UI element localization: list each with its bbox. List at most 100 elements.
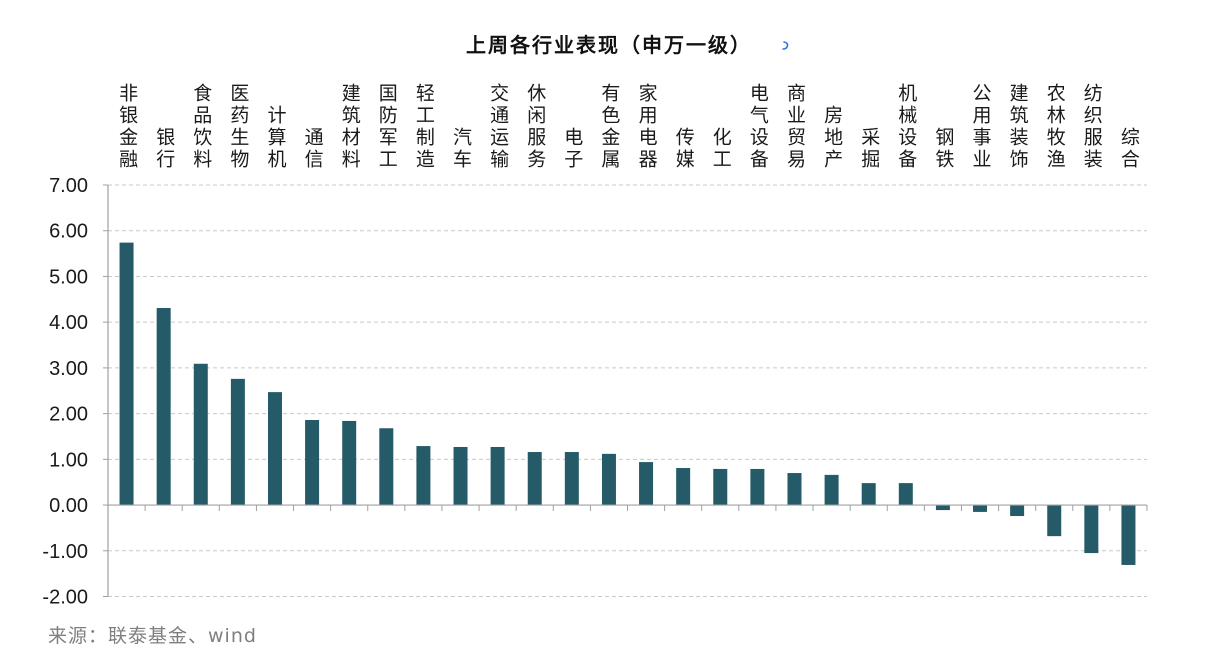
category-label-slot: 非银金融 [114,70,140,171]
y-tick-label: 3.00 [49,358,88,380]
category-label-slot: 建筑材料 [336,70,362,171]
bar [193,363,208,506]
bar [564,452,579,506]
category-label-slot: 通信 [299,70,325,171]
bar [453,446,468,506]
y-tick-label: 1.00 [49,449,88,471]
category-label: 商业贸易 [784,83,806,171]
category-label-slot: 医药生物 [225,70,251,171]
bar [1121,505,1136,565]
bar [750,468,765,506]
bar [342,420,357,506]
y-tick-label: 7.00 [49,175,88,197]
category-label: 轻工制造 [412,83,435,171]
category-label-slot: 化工 [707,70,733,171]
bar [973,505,988,512]
bar [861,483,876,506]
category-label: 纺织服装 [1080,83,1103,171]
blue-mark-icon [781,36,791,50]
bar [1047,505,1062,537]
y-tick-label: 6.00 [49,221,88,243]
bar [898,483,913,506]
category-label-slot: 食品饮料 [188,70,214,171]
bar [1010,505,1025,517]
bar [119,242,134,506]
category-label: 钢铁 [932,127,955,171]
source-note: 来源：联泰基金、wind [48,625,257,647]
category-label-slot: 钢铁 [930,70,956,171]
y-tick-label: -2.00 [42,587,88,609]
category-label: 采掘 [858,127,881,171]
category-label: 农林牧渔 [1043,83,1066,171]
bar [379,428,394,506]
category-label-slot: 传媒 [670,70,696,171]
y-tick-label: 2.00 [49,404,88,426]
category-label-slot: 有色金属 [596,70,622,171]
category-label: 综合 [1117,127,1140,171]
bar [416,446,431,506]
category-label-slot: 房地产 [819,70,845,171]
category-label: 医药生物 [227,83,250,171]
category-label-slot: 建筑装饰 [1004,70,1030,171]
category-label: 家用电器 [635,83,658,171]
category-label-slot: 商业贸易 [782,70,808,171]
category-label: 化工 [709,127,732,171]
category-labels: 非银金融 银行 食品饮料 医药生物 计算机 通信 建筑材料 国防军工 轻工制造 汽车 交通运输 休闲服… [0,0,1222,180]
bar [156,307,171,506]
category-label: 电气设备 [746,83,769,171]
bar [676,468,691,506]
category-label: 非银金融 [116,83,139,171]
chart-title: 上周各行业表现（申万一级） [466,33,752,57]
bar [267,392,282,506]
bar [824,474,839,506]
category-label-slot: 公用事业 [967,70,993,171]
category-label-slot: 银行 [151,70,177,171]
y-tick-label: 5.00 [49,266,88,288]
category-label-slot: 农林牧渔 [1041,70,1067,171]
category-label-slot: 综合 [1115,70,1141,171]
bar [490,446,505,506]
category-label-slot: 汽车 [448,70,474,171]
y-tick-label: 0.00 [49,495,88,517]
category-label-slot: 家用电器 [633,70,659,171]
category-label-slot: 国防军工 [373,70,399,171]
category-label: 建筑装饰 [1006,83,1029,171]
category-label: 房地产 [821,105,844,171]
category-label-slot: 机械设备 [893,70,919,171]
category-label: 公用事业 [969,83,992,171]
bar [601,453,616,506]
bar [1084,505,1099,554]
category-label-slot: 电气设备 [744,70,770,171]
category-label-slot: 采掘 [856,70,882,171]
bar [230,378,245,506]
category-label: 传媒 [672,127,695,171]
category-label: 交通运输 [487,83,510,171]
category-label: 汽车 [450,127,472,171]
category-label: 机械设备 [895,83,918,171]
y-tick-label: 4.00 [49,312,88,334]
category-label-slot: 轻工制造 [410,70,436,171]
category-label: 通信 [301,127,324,171]
category-label: 国防军工 [375,83,398,171]
category-label: 银行 [153,127,176,171]
gridlines [108,184,1147,597]
category-label: 休闲服务 [524,83,547,171]
bar [787,473,802,506]
category-label-slot: 计算机 [262,70,288,171]
category-label-slot: 电子 [559,70,585,171]
bar [305,420,320,506]
bar [713,468,728,506]
bar [639,462,654,506]
category-label: 食品饮料 [190,83,213,171]
bars [119,242,1136,565]
y-tick-label: -1.00 [42,541,88,563]
category-label: 电子 [561,127,584,171]
category-label-slot: 休闲服务 [522,70,548,171]
category-label: 建筑材料 [338,83,361,171]
bar [935,505,950,511]
y-tick-labels: 7.00 6.00 5.00 4.00 3.00 2.00 1.00 0.00 -1.00 -2.… [42,175,88,609]
axes [103,184,1148,597]
bar [527,452,542,506]
